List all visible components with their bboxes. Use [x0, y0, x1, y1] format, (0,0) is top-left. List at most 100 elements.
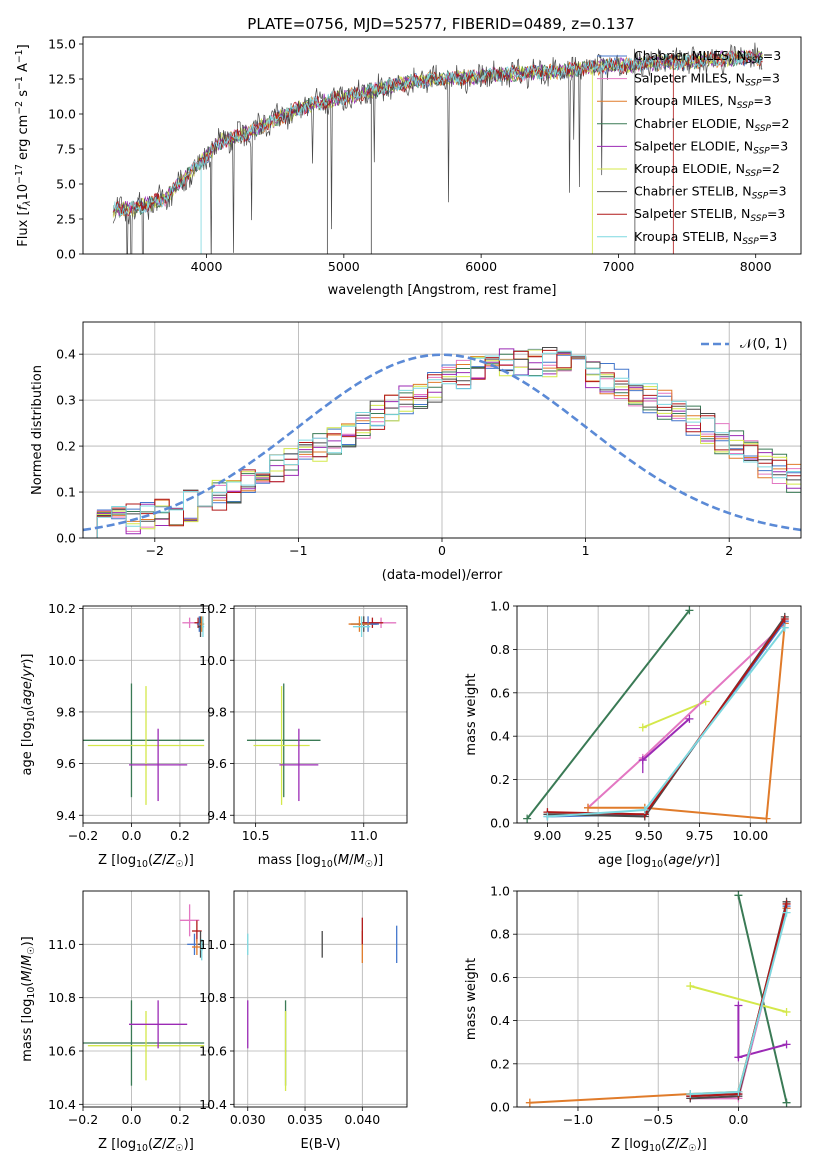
weight-marker — [686, 1090, 695, 1099]
x-tick-label: 2 — [725, 543, 733, 558]
legend-label: Chabrier ELODIE, NSSP=2 — [634, 116, 789, 134]
weight-marker — [780, 615, 789, 624]
weight-marker — [782, 1098, 791, 1107]
y-tick-label: 10.6 — [199, 1044, 227, 1059]
weight-marker — [782, 899, 791, 908]
y-tick-label: 10.4 — [199, 1097, 227, 1112]
weight-vs-age-xlabel: age [log10(age/yr)] — [598, 853, 720, 870]
x-tick-label: 0.0 — [122, 828, 142, 843]
weight_vs_Z-frame — [516, 890, 802, 1108]
y-tick-label: 0.8 — [490, 927, 510, 942]
age-vs-Z-ylabel: age [log10(age/yr)] — [20, 653, 37, 775]
y-tick-label: 15.0 — [48, 37, 76, 52]
x-tick-label: 0.040 — [344, 1112, 380, 1127]
y-tick-label: 9.6 — [56, 756, 76, 771]
x-tick-label: −0.5 — [643, 1112, 673, 1127]
weight-marker — [638, 723, 647, 732]
histogram-salpeter_miles — [83, 358, 801, 538]
mass_vs_ebv-axes: 0.030 0.035 0.040 10.4 10.6 10.8 11.0 — [199, 891, 407, 1127]
legend-label: Chabrier STELIB, NSSP=3 — [634, 184, 787, 202]
y-tick-label: 0.3 — [56, 393, 76, 408]
normal-curve — [83, 353, 801, 532]
y-tick-label: 10.4 — [48, 1097, 76, 1112]
weight-marker — [782, 908, 791, 917]
y-tick-label: 0.2 — [490, 1056, 510, 1071]
legend-label: Chabrier MILES, NSSP=3 — [634, 48, 781, 66]
weight-line-kroupa_elodie — [642, 700, 707, 729]
weight_vs_age-frame — [516, 605, 802, 824]
weight-marker — [734, 891, 743, 900]
x-tick-label: 0.030 — [230, 1112, 266, 1127]
x-tick-label: −0.2 — [68, 1112, 98, 1127]
y-tick-label: 0.2 — [56, 439, 76, 454]
x-tick-label: 0.0 — [122, 1112, 142, 1127]
x-tick-label: −1.0 — [563, 1112, 593, 1127]
y-tick-label: 10.8 — [48, 990, 76, 1005]
y-tick-label: 10.6 — [48, 1044, 76, 1059]
weight-marker — [543, 812, 552, 821]
mass-vs-Z-xlabel: Z [log10(Z/Z☉)] — [98, 1137, 194, 1154]
weight_vs_Z-lines — [525, 891, 791, 1107]
spectrum-series — [112, 42, 763, 254]
y-tick-label: 9.4 — [207, 808, 227, 823]
y-tick-label: 0.0 — [56, 531, 76, 546]
x-tick-label: −1 — [289, 543, 307, 558]
histogram-chabrier_stelib — [83, 347, 801, 538]
y-tick-label: 0.4 — [490, 1013, 510, 1028]
weight-marker — [685, 714, 694, 723]
weight_vs_Z-axes: −1.0 −0.5 0.0 0.0 0.2 0.4 0.6 0.8 1.0 — [490, 884, 801, 1127]
residuals-ylabel: Normed distribution — [30, 365, 45, 495]
mass_vs_ebv-frame — [233, 890, 408, 1108]
y-tick-label: 12.5 — [48, 72, 76, 87]
spectrum-axes: 4000 5000 6000 7000 8000 0.0 2.5 5.0 7.5 10.0 12.5… — [48, 37, 771, 275]
y-tick-label: 11.0 — [199, 937, 227, 952]
age-vs-Z-xlabel: Z [log10(Z/Z☉)] — [98, 853, 194, 870]
weight-marker — [734, 1053, 743, 1062]
y-tick-label: 10.0 — [48, 107, 76, 122]
y-tick-label: 0.8 — [490, 642, 510, 657]
legend-label: Salpeter ELODIE, NSSP=3 — [634, 138, 788, 156]
weight-line-salpeter_elodie — [642, 718, 691, 761]
x-tick-label: 0.2 — [170, 828, 190, 843]
weight-line-chabrier_stelib — [547, 616, 786, 818]
y-tick-label: 1.0 — [490, 599, 510, 614]
weight-marker — [686, 982, 695, 991]
age_vs_Z-axes: −0.2 0.0 0.2 9.4 9.6 9.8 10.0 10.2 — [48, 601, 209, 843]
x-tick-label: 4000 — [191, 259, 223, 274]
residuals-xlabel: (data-model)/error — [382, 568, 503, 583]
weight-marker — [525, 1098, 534, 1107]
y-tick-label: 2.5 — [56, 212, 76, 227]
y-tick-label: 7.5 — [56, 142, 76, 157]
y-tick-label: 0.4 — [490, 729, 510, 744]
y-tick-label: 0.0 — [56, 247, 76, 262]
y-tick-label: 9.8 — [207, 704, 227, 719]
mass_vs_Z-axes: −0.2 0.0 0.2 10.4 10.6 10.8 11.0 — [48, 891, 209, 1127]
y-tick-label: 11.0 — [48, 937, 76, 952]
legend-label: Kroupa STELIB, NSSP=3 — [634, 229, 777, 247]
histogram-kroupa_elodie — [83, 349, 801, 538]
mass_vs_Z-errorbars — [83, 904, 205, 1086]
weight-marker — [523, 814, 532, 823]
y-tick-label: 0.0 — [490, 816, 510, 831]
weight_vs_age-ylabel: mass weight — [464, 673, 479, 755]
x-tick-label: 8000 — [740, 259, 772, 274]
y-tick-label: 0.6 — [490, 685, 510, 700]
weight_vs_Z-ylabel: mass weight — [464, 958, 479, 1040]
x-tick-label: 9.00 — [534, 828, 562, 843]
weight-line-kroupa_elodie — [690, 985, 787, 1013]
spectrum-line-kroupa_stelib — [112, 50, 763, 217]
age_vs_mass-frame — [233, 605, 408, 824]
residuals-frame — [82, 321, 802, 539]
weight-marker — [734, 1087, 743, 1096]
age_vs_mass-errorbars — [246, 616, 397, 805]
y-tick-label: 10.2 — [199, 601, 227, 616]
x-tick-label: 1 — [582, 543, 590, 558]
spectrum-legend: Chabrier MILES, NSSP=3 Salpeter MILES, NS… — [597, 48, 789, 247]
y-tick-label: 10.8 — [199, 990, 227, 1005]
mass-vs-ebv-xlabel: E(B-V) — [300, 1137, 340, 1152]
weight_vs_age-axes: 9.00 9.25 9.50 9.75 10.00 0.0 0.2 0.4 0.6 0.8 1.0 — [490, 599, 801, 843]
weight-line-salpeter_stelib — [547, 618, 786, 816]
x-tick-label: −2 — [146, 543, 164, 558]
weight-vs-Z-xlabel: Z [log10(Z/Z☉)] — [611, 1137, 707, 1154]
